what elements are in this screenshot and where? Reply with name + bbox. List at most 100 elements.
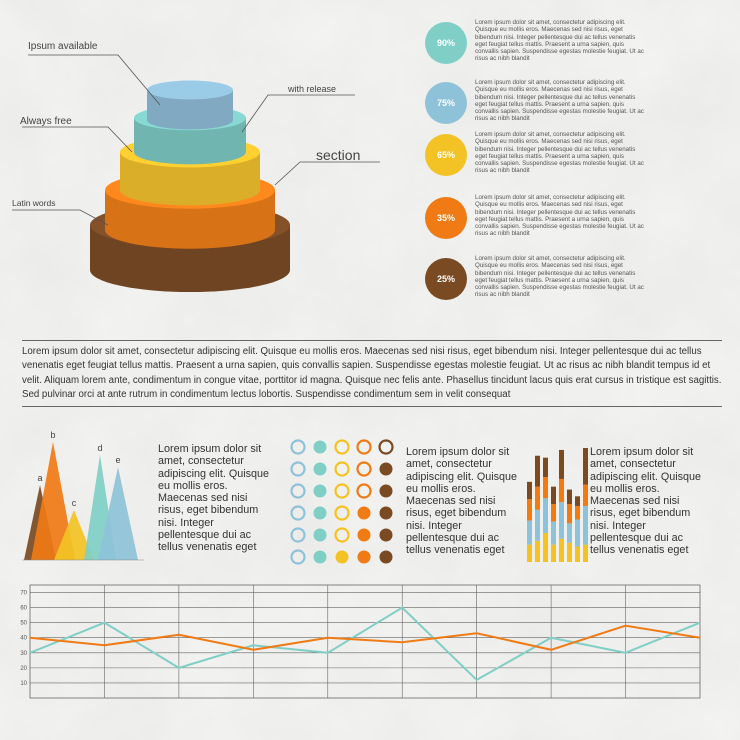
dot: [313, 484, 327, 498]
dot: [334, 505, 350, 521]
dot: [379, 528, 393, 542]
bar-segment: [535, 540, 540, 562]
triangle-e: [98, 467, 138, 560]
y-tick-label: 30: [20, 651, 27, 657]
bar-segment: [535, 455, 540, 487]
dot: [290, 549, 306, 565]
dot: [290, 439, 306, 455]
dot: [356, 461, 372, 477]
text-block-1: Lorem ipsum dolor sit amet, consectetur …: [158, 443, 270, 554]
bar-segment: [535, 509, 540, 541]
bar-segment: [575, 505, 580, 520]
bar-segment: [567, 523, 572, 543]
bar-segment: [551, 486, 556, 505]
bar-segment: [535, 486, 540, 510]
dot: [335, 550, 349, 564]
triangle-c: [54, 510, 94, 560]
bar-segment: [567, 504, 572, 524]
dot: [313, 462, 327, 476]
y-tick-label: 10: [20, 681, 27, 687]
bar-segment: [559, 538, 564, 562]
dot: [290, 527, 306, 543]
bar-segment: [527, 520, 532, 545]
bar-segment: [543, 457, 548, 477]
percent-circle: 90%: [425, 22, 467, 64]
percent-description: Lorem ipsum dolor sit amet, consectetur …: [475, 79, 644, 123]
dot: [357, 550, 371, 564]
stacked-pyramid: Ipsum available with release Always free…: [12, 41, 380, 292]
bar-segment: [559, 478, 564, 503]
triangle-label-b: b: [50, 430, 55, 440]
dot: [334, 439, 350, 455]
pyramid-label-4: section: [316, 147, 360, 163]
dot: [379, 506, 393, 520]
dot: [290, 505, 306, 521]
dot: [379, 550, 393, 564]
percent-circle: 65%: [425, 134, 467, 176]
bar-segment: [583, 448, 588, 485]
triangle-label-c: c: [72, 498, 77, 508]
bar-segment: [567, 542, 572, 562]
bar-segment: [583, 505, 588, 545]
percent-description: Lorem ipsum dolor sit amet, consectetur …: [475, 255, 644, 299]
dot: [379, 462, 393, 476]
body-paragraph: Lorem ipsum dolor sit amet, consectetur …: [22, 346, 722, 401]
bar-segment: [551, 521, 556, 545]
dot: [290, 483, 306, 499]
dot: [334, 527, 350, 543]
line-series-1: [29, 606, 701, 682]
bar-segment: [559, 502, 564, 539]
dot: [334, 461, 350, 477]
dot: [356, 483, 372, 499]
y-tick-label: 70: [20, 591, 27, 597]
bar-segment: [551, 504, 556, 522]
bar-segment: [567, 489, 572, 505]
dot: [357, 528, 371, 542]
percent-circle: 25%: [425, 258, 467, 300]
triangle-label-e: e: [115, 455, 120, 465]
bar-segment: [543, 533, 548, 562]
dot: [334, 483, 350, 499]
triangle-label-d: d: [97, 443, 102, 453]
text-block-2: Lorem ipsum dolor sit amet, consectetur …: [406, 446, 518, 557]
bar-segment: [575, 519, 580, 547]
line-series-2: [29, 624, 701, 651]
dot: [313, 528, 327, 542]
dot: [313, 550, 327, 564]
divider-top: [22, 340, 722, 341]
dot: [378, 439, 394, 455]
percent-item: 35% Lorem ipsum dolor sit amet, consectet…: [425, 194, 644, 247]
dot: [356, 439, 372, 455]
percent-item: 65% Lorem ipsum dolor sit amet, consectet…: [425, 131, 644, 184]
bar-segment: [551, 544, 556, 562]
dot: [290, 461, 306, 477]
bar-segment: [575, 546, 580, 562]
dot: [313, 506, 327, 520]
pyramid-label-3: Always free: [20, 116, 72, 127]
bar-segment: [543, 476, 548, 499]
triangle-b: [31, 442, 75, 560]
pyramid-label-2: with release: [287, 84, 336, 94]
dot-matrix-chart: [290, 439, 394, 565]
percent-description: Lorem ipsum dolor sit amet, consectetur …: [475, 194, 644, 238]
triangle-chart: a b c d e: [22, 430, 144, 561]
dot: [313, 440, 327, 454]
percent-description: Lorem ipsum dolor sit amet, consectetur …: [475, 131, 644, 175]
bar-segment: [527, 499, 532, 521]
pyramid-layers: [90, 80, 290, 292]
bar-segment: [527, 481, 532, 500]
percent-description: Lorem ipsum dolor sit amet, consectetur …: [475, 19, 644, 63]
percent-item: 75% Lorem ipsum dolor sit amet, consectet…: [425, 79, 644, 132]
percent-circle: 75%: [425, 82, 467, 124]
triangle-label-a: a: [37, 473, 42, 483]
bar-segment: [575, 496, 580, 506]
pyramid-layer-1: [147, 80, 233, 130]
dot: [357, 506, 371, 520]
pyramid-label-5: Latin words: [12, 198, 55, 208]
line-chart: 10 20 30 40 50 60 70: [20, 584, 701, 699]
y-tick-label: 60: [20, 606, 27, 612]
text-block-3: Lorem ipsum dolor sit amet, consectetur …: [590, 446, 702, 557]
stacked-bar-chart: [527, 448, 588, 562]
bar-segment: [543, 498, 548, 534]
